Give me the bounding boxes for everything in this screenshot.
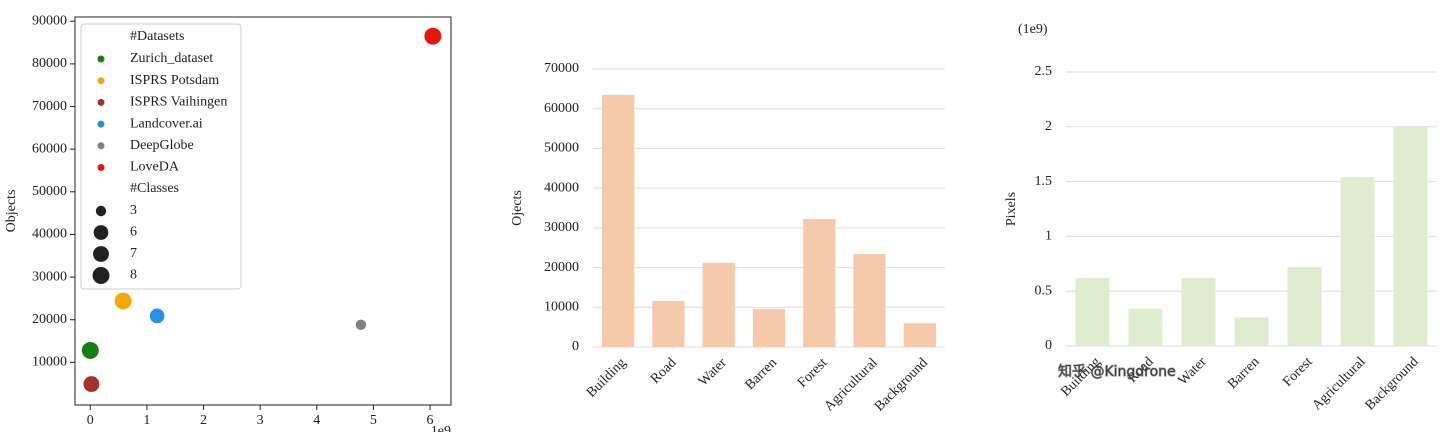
legend-marker [97, 55, 105, 63]
bar [702, 262, 735, 347]
legend-label: ISPRS Potsdam [130, 73, 219, 88]
y-tick-label: 0 [572, 339, 579, 354]
x-tick-label: 6 [427, 413, 434, 428]
legend-marker [97, 98, 105, 106]
x-tick-label: 4 [313, 413, 320, 428]
x-tick-label: 5 [370, 413, 377, 428]
y-offset-label: (1e9) [1018, 22, 1048, 37]
bar [652, 300, 685, 347]
y-tick-label: 2 [1045, 119, 1052, 134]
x-tick-label: 2 [200, 413, 207, 428]
y-tick-label: 90000 [32, 13, 67, 28]
y-tick-label: 80000 [32, 56, 67, 71]
y-tick-label: 1.5 [1035, 174, 1053, 189]
legend-marker [97, 142, 105, 150]
x-tick-label: Barren [1225, 354, 1263, 392]
bar [1234, 317, 1269, 346]
y-tick-label: 40000 [544, 180, 579, 195]
plot-frame [74, 16, 452, 406]
bar [903, 323, 936, 347]
x-tick-label: Background [1363, 354, 1422, 413]
size-legend-title: #Classes [130, 181, 179, 196]
legend-label: Landcover.ai [130, 116, 203, 131]
y-axis-label: Objects [4, 190, 19, 233]
legend-marker [97, 120, 105, 128]
x-tick-label: Agricultural [1310, 354, 1369, 413]
y-tick-label: 30000 [544, 220, 579, 235]
size-legend-label: 7 [130, 246, 137, 261]
size-legend-label: 6 [130, 225, 137, 240]
legend-label: Zurich_dataset [130, 51, 213, 66]
y-tick-label: 70000 [32, 99, 67, 114]
point [83, 376, 100, 393]
x-tick-label: 0 [87, 413, 94, 428]
y-axis-label: Ojects [510, 190, 525, 226]
bar [752, 308, 786, 347]
x-offset-label: 1e9 [431, 424, 451, 432]
bar [1128, 308, 1163, 346]
x-tick-label: Water [1176, 354, 1210, 388]
y-tick-label: 50000 [32, 184, 67, 199]
size-legend-label: 3 [130, 203, 137, 218]
legend-title: #Datasets [130, 29, 184, 44]
x-tick-label: Forest [1280, 354, 1315, 389]
legend-label: LoveDA [130, 160, 180, 175]
bar [803, 219, 836, 347]
y-tick-label: 40000 [32, 227, 67, 242]
watermark: 知乎 @Kingdrone [1058, 363, 1176, 380]
x-tick-label: 1 [143, 413, 150, 428]
legend-label: DeepGlobe [130, 138, 194, 153]
size-legend-label: 8 [130, 268, 137, 283]
x-tick-label: Agricultural [822, 355, 881, 414]
bar [1181, 278, 1216, 346]
y-tick-label: 0.5 [1035, 283, 1053, 298]
point [424, 27, 442, 45]
point [81, 341, 99, 359]
size-legend-marker [92, 267, 110, 284]
bar [853, 254, 886, 347]
x-tick-label: Water [696, 355, 730, 389]
y-axis-label: Pixels [1004, 192, 1019, 226]
y-tick-label: 30000 [32, 269, 67, 284]
bar [1340, 177, 1375, 346]
y-tick-label: 20000 [544, 260, 579, 275]
legend-marker [97, 77, 105, 85]
y-tick-label: 60000 [32, 141, 67, 156]
x-tick-label: 3 [257, 413, 264, 428]
size-legend-marker [93, 225, 109, 240]
y-tick-label: 0 [1045, 338, 1052, 353]
y-tick-label: 60000 [544, 101, 579, 116]
y-tick-label: 10000 [544, 300, 579, 315]
size-legend-marker [95, 205, 107, 217]
y-tick-label: 50000 [544, 141, 579, 156]
x-tick-label: Forest [795, 355, 830, 390]
point [355, 319, 367, 331]
legend-label: ISPRS Vaihingen [130, 95, 227, 110]
bar [1287, 267, 1322, 346]
x-tick-label: Building [584, 355, 629, 400]
bar [602, 94, 635, 347]
x-tick-label: Barren [743, 355, 781, 393]
y-tick-label: 20000 [32, 312, 67, 327]
x-tick-label: Background [872, 355, 931, 414]
legend-box [80, 23, 242, 290]
y-tick-label: 10000 [32, 355, 67, 370]
y-tick-label: 70000 [544, 61, 579, 76]
y-tick-label: 2.5 [1035, 64, 1053, 79]
bar [1075, 278, 1110, 346]
x-tick-label: Road [648, 355, 680, 387]
point [149, 308, 165, 324]
bar [1393, 126, 1428, 346]
y-tick-label: 1 [1045, 229, 1052, 244]
legend-marker [97, 164, 105, 171]
point [114, 292, 132, 310]
size-legend-marker [93, 246, 109, 262]
